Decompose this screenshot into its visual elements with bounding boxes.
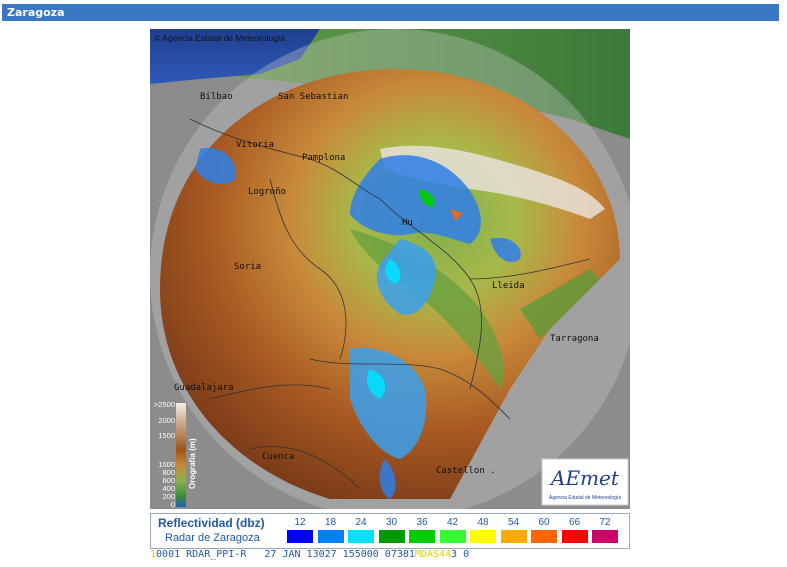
city-lleida: Lleida xyxy=(492,281,525,291)
reflectivity-level-value: 24 xyxy=(355,517,367,528)
bay-of-biscay xyxy=(150,29,320,84)
precipitation-echoes xyxy=(195,148,521,499)
reflectivity-scale: 12 18 24 30 36 42 48 54 60 66 72 xyxy=(287,516,627,546)
copyright-text: © Agencia Estatal de Meteorología xyxy=(154,33,285,43)
city-bilbao: Bilbao xyxy=(200,92,233,102)
reflectivity-swatch xyxy=(409,530,435,543)
city-guadalajara: Guadalajara xyxy=(174,383,234,393)
orog-level: 1000 xyxy=(158,460,175,469)
status-highlight: MDAS44 xyxy=(414,549,452,560)
reflectivity-level: 54 xyxy=(500,516,527,543)
reflectivity-level: 48 xyxy=(470,516,496,543)
coastal-range xyxy=(520,269,600,339)
reflectivity-level-value: 66 xyxy=(568,517,581,528)
reflectivity-level-value: 30 xyxy=(385,517,398,528)
reflectivity-swatch xyxy=(378,530,405,543)
aemet-logo-text: AEmet xyxy=(549,466,620,490)
reflectivity-swatch xyxy=(470,530,496,543)
city-castellon: Castellon . xyxy=(436,466,496,476)
reflectivity-swatch xyxy=(317,530,344,543)
orog-level: 1500 xyxy=(158,431,175,440)
orography-legend: >2500 2000 1500 1000 800 600 400 200 0 O… xyxy=(154,400,197,509)
city-tarragona: Tarragona xyxy=(550,334,599,344)
province-borders xyxy=(189,118,591,490)
orography-title: Orografía (m) xyxy=(188,438,197,489)
reflectivity-level-value: 36 xyxy=(416,517,428,528)
aemet-logo: AEmet Agencia Estatal de Meteorología xyxy=(541,458,629,506)
reflectivity-level: 66 xyxy=(561,516,588,543)
orog-level: 200 xyxy=(162,492,175,501)
reflectivity-level-value: 42 xyxy=(446,517,459,528)
reflectivity-swatch xyxy=(561,530,588,543)
status-prefix: 1 xyxy=(150,549,157,560)
city-san-sebastian: San Sebastian xyxy=(278,92,348,102)
reflectivity-level: 12 xyxy=(287,516,313,543)
city-cuenca: Cuenca xyxy=(262,452,295,462)
reflectivity-swatch xyxy=(439,530,466,543)
reflectivity-level: 36 xyxy=(409,516,435,543)
reflectivity-swatch xyxy=(500,530,527,543)
orog-level: 0 xyxy=(171,500,175,509)
radar-map: Bilbao San Sebastian Vitoria Pamplona Lo… xyxy=(150,29,630,509)
reflectivity-level: 30 xyxy=(378,516,405,543)
orog-level: 2000 xyxy=(158,416,175,425)
reflectivity-swatch xyxy=(348,530,374,543)
orog-level: 600 xyxy=(162,476,175,485)
reflectivity-level-value: 12 xyxy=(294,517,306,528)
reflectivity-level-value: 18 xyxy=(324,517,337,528)
status-suffix: 3 0 xyxy=(451,549,470,560)
city-vitoria: Vitoria xyxy=(236,140,274,150)
reflectivity-level-value: 54 xyxy=(507,517,520,528)
reflectivity-swatch xyxy=(531,530,557,543)
status-text: 0001 RDAR_PPI-R 27 JAN 13027 155000 0738… xyxy=(156,549,415,560)
city-pamplona: Pamplona xyxy=(302,153,345,163)
reflectivity-title: Reflectividad (dbz) xyxy=(158,516,265,530)
reflectivity-swatch xyxy=(287,530,313,543)
reflectivity-level: 72 xyxy=(592,516,618,543)
reflectivity-legend: Reflectividad (dbz) Radar de Zaragoza 12… xyxy=(150,513,630,549)
reflectivity-level-value: 60 xyxy=(538,517,550,528)
reflectivity-level: 18 xyxy=(317,516,344,543)
reflectivity-level: 24 xyxy=(348,516,374,543)
reflectivity-swatch xyxy=(592,530,618,543)
status-line: 10001 RDAR_PPI-R 27 JAN 13027 155000 073… xyxy=(150,549,630,560)
reflectivity-level-value: 72 xyxy=(599,517,611,528)
city-logrono: Logroño xyxy=(248,187,286,197)
aemet-logo-subtitle: Agencia Estatal de Meteorología xyxy=(549,495,621,501)
reflectivity-level: 60 xyxy=(531,516,557,543)
radar-name: Radar de Zaragoza xyxy=(165,532,260,544)
window-title: Zaragoza xyxy=(2,4,779,21)
mediterranean xyxy=(450,259,630,509)
reflectivity-level-value: 48 xyxy=(477,517,489,528)
reflectivity-level: 42 xyxy=(439,516,466,543)
orog-level: 400 xyxy=(162,484,175,493)
city-soria: Soria xyxy=(234,262,261,272)
orog-level: 800 xyxy=(162,468,175,477)
orog-level: >2500 xyxy=(154,400,175,409)
city-huesca: Hu xyxy=(402,218,413,228)
